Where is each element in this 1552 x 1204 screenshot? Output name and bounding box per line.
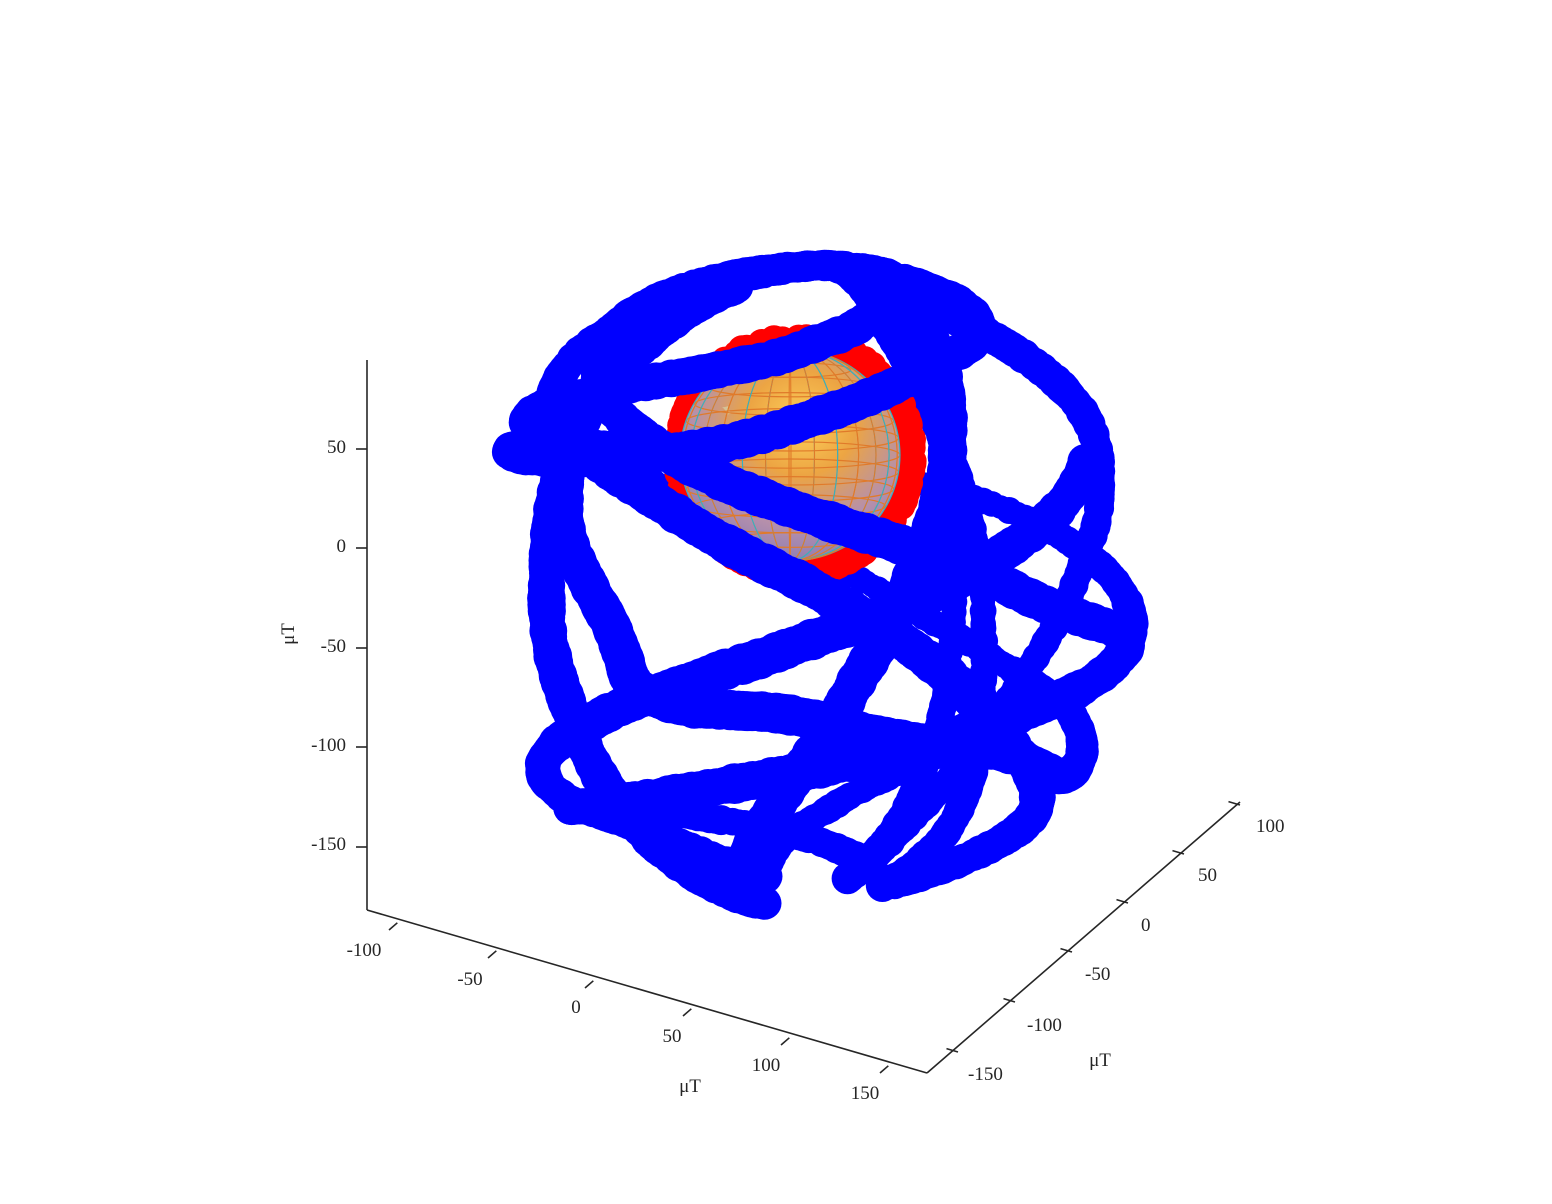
x-tick-label: 50 bbox=[663, 1026, 682, 1047]
x-axis-label: μT bbox=[679, 1076, 701, 1097]
x-tick-label: -50 bbox=[457, 969, 482, 990]
y-tick-label: 100 bbox=[1256, 816, 1285, 837]
data-point bbox=[1058, 384, 1088, 415]
data-point bbox=[551, 350, 583, 382]
x-tick-mark bbox=[879, 1065, 889, 1074]
data-point bbox=[858, 855, 888, 885]
y-tick-label: 0 bbox=[1141, 915, 1151, 936]
y-tick-mark bbox=[1003, 997, 1016, 1003]
x-tick-label: 100 bbox=[752, 1055, 781, 1076]
x-axis-line bbox=[366, 909, 928, 1074]
z-tick-label: 50 bbox=[327, 437, 346, 458]
x-tick-mark bbox=[682, 1008, 692, 1017]
y-tick-mark bbox=[946, 1047, 959, 1053]
tick-marks bbox=[356, 448, 1241, 1074]
x-tick-label: 0 bbox=[571, 997, 581, 1018]
x-tick-label: -100 bbox=[347, 940, 382, 961]
data-point bbox=[845, 345, 874, 374]
y-tick-mark bbox=[1060, 947, 1073, 953]
axes bbox=[356, 360, 1241, 1074]
y-tick-label: -150 bbox=[968, 1064, 1003, 1085]
z-tick-label: -50 bbox=[321, 636, 346, 657]
x-tick-mark bbox=[487, 950, 497, 959]
z-axis-label: μT bbox=[278, 623, 299, 645]
y-tick-labels: -150 -100 -50 0 50 100 bbox=[968, 816, 1285, 1085]
data-point bbox=[604, 306, 637, 339]
z-tick-label: -150 bbox=[311, 834, 346, 855]
y-axis-line bbox=[926, 801, 1241, 1074]
y-tick-mark bbox=[1172, 849, 1185, 855]
z-tick-label: 0 bbox=[337, 536, 347, 557]
y-axis-label: μT bbox=[1089, 1050, 1111, 1071]
x-tick-mark bbox=[388, 922, 398, 931]
data-point bbox=[561, 792, 592, 823]
z-tick-labels: 50 0 -50 -100 -150 bbox=[311, 437, 346, 855]
data-point bbox=[512, 399, 544, 432]
x-tick-labels: -100 -50 0 50 100 150 bbox=[347, 940, 880, 1104]
y-tick-label: 50 bbox=[1198, 865, 1217, 886]
data-point bbox=[493, 435, 524, 466]
y-tick-mark bbox=[1228, 800, 1241, 806]
x-tick-label: 150 bbox=[851, 1083, 880, 1104]
x-tick-mark bbox=[780, 1037, 790, 1046]
z-tick-label: -100 bbox=[311, 735, 346, 756]
data-point bbox=[894, 411, 923, 440]
series-blue-front-points bbox=[491, 261, 1149, 920]
data-point bbox=[894, 450, 923, 479]
y-tick-mark bbox=[1116, 898, 1129, 904]
y-tick-label: -100 bbox=[1027, 1015, 1062, 1036]
y-tick-label: -50 bbox=[1085, 964, 1110, 985]
x-tick-mark bbox=[584, 980, 594, 989]
